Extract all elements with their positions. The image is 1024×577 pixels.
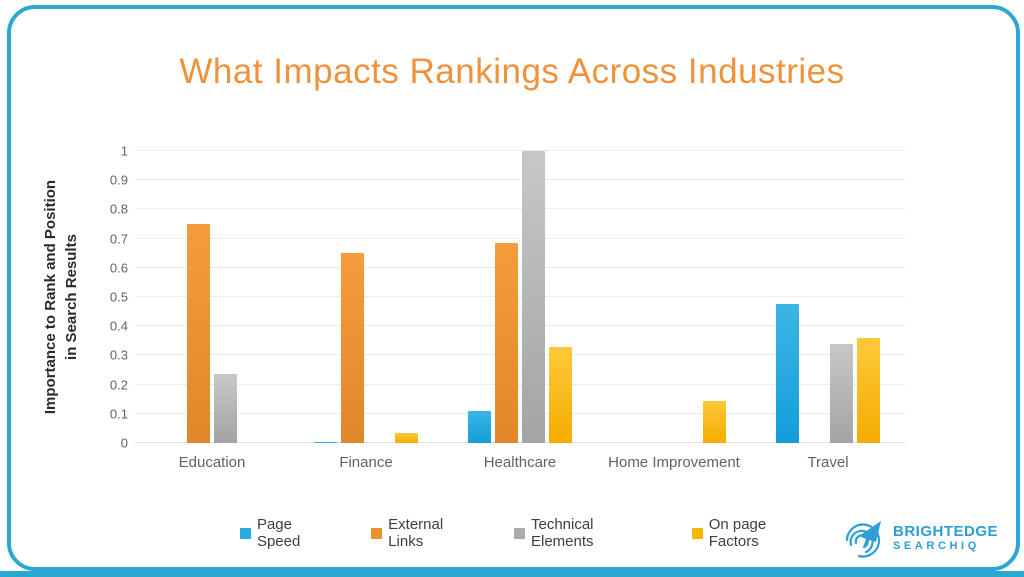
legend-item-external-links: External Links	[371, 516, 482, 550]
bar-slot	[649, 151, 672, 443]
bar-external-links	[341, 253, 364, 443]
bar-external-links	[187, 224, 210, 443]
bar-slot	[776, 151, 799, 443]
category-label: Education	[178, 454, 246, 471]
category-label: Travel	[807, 454, 849, 471]
bar-slot	[160, 151, 183, 443]
gridline	[135, 208, 905, 210]
bar-slot	[549, 151, 572, 443]
legend-label: Page Speed	[256, 516, 301, 550]
bar-slot	[803, 151, 826, 443]
bar-page-speed	[468, 410, 491, 443]
y-tick-label: 1	[120, 143, 128, 159]
y-tick-label: 0.1	[109, 406, 128, 422]
legend-label: On page Factors	[708, 516, 767, 550]
bar-on-page-factors	[703, 400, 726, 443]
y-tick-label: 0.3	[109, 347, 128, 363]
slide-bottom-strip	[0, 571, 1024, 577]
bar-group-travel	[751, 151, 905, 443]
bar-external-links	[495, 242, 518, 443]
y-tick-label: 0	[120, 435, 128, 451]
gridline	[135, 442, 905, 443]
bar-slot	[676, 151, 699, 443]
legend-item-on-page-factors: On page Factors	[691, 516, 820, 550]
legend-swatch	[371, 527, 383, 539]
bar-group-education	[135, 151, 289, 443]
bar-technical-elements	[522, 151, 545, 443]
logo-line2: SEARCHIQ	[892, 540, 980, 553]
bar-group-finance	[289, 151, 443, 443]
arrow-glyph	[858, 521, 881, 547]
brightedge-radar-icon	[845, 521, 881, 558]
y-axis-title: Importance to Rank and Position in Searc…	[40, 147, 84, 447]
gridline	[135, 354, 905, 356]
gridline	[135, 237, 905, 239]
bar-slot	[241, 151, 264, 443]
legend: Page Speed External Links Technical Elemen…	[240, 516, 820, 550]
category-label: Healthcare	[483, 454, 557, 471]
gridline	[135, 325, 905, 327]
bar-on-page-factors	[857, 337, 880, 443]
x-axis-labels: Education Finance Healthcare Home Improveme…	[135, 454, 905, 471]
bar-slot	[314, 151, 337, 443]
logo-line1: BRIGHTEDGE	[892, 523, 998, 541]
bar-slot	[857, 151, 880, 443]
bar-group-home-improvement	[597, 151, 751, 443]
legend-label: Technical Elements	[530, 516, 594, 550]
bar-page-speed	[776, 304, 799, 443]
bar-slot	[368, 151, 391, 443]
y-tick-label: 0.2	[109, 377, 128, 393]
bar-slot	[395, 151, 418, 443]
bar-slot	[468, 151, 491, 443]
bar-slot	[341, 151, 364, 443]
bar-technical-elements	[830, 343, 853, 443]
y-tick-label: 0.6	[109, 260, 128, 276]
category-label: Finance	[339, 454, 393, 471]
chart-title: What Impacts Rankings Across Industries	[179, 52, 845, 91]
bar-slot	[622, 151, 645, 443]
legend-swatch	[240, 527, 251, 539]
bar-group-healthcare	[443, 151, 597, 443]
logo-text: BRIGHTEDGE SEARCHIQ	[893, 523, 998, 553]
bar-slot	[187, 151, 210, 443]
bar-slot	[495, 151, 518, 443]
bar-slot	[522, 151, 545, 443]
brightedge-logo: BRIGHTEDGE SEARCHIQ	[842, 515, 998, 561]
bar-technical-elements	[214, 374, 237, 443]
gridline	[135, 296, 905, 297]
y-tick-label: 0.4	[109, 318, 128, 334]
category-label: Home Improvement	[608, 454, 740, 471]
legend-swatch	[514, 527, 525, 539]
plot-area	[135, 150, 905, 443]
gridline	[135, 412, 905, 414]
y-axis-title-line1: Importance to Rank and Position	[42, 179, 59, 415]
gridline	[135, 383, 905, 385]
gridline	[135, 266, 905, 268]
legend-item-technical-elements: Technical Elements	[514, 516, 660, 550]
y-tick-label: 0.8	[109, 201, 128, 217]
bar-slot	[830, 151, 853, 443]
legend-swatch	[691, 527, 703, 539]
y-tick-label: 0.7	[109, 231, 128, 247]
y-tick-label: 0.5	[109, 289, 128, 305]
bar-on-page-factors	[395, 432, 418, 443]
bar-slot	[214, 151, 237, 443]
gridline	[135, 179, 905, 181]
y-axis-ticks: 0 0.1 0.2 0.3 0.4 0.5 0.6 0.7 0.8 0.9 1	[86, 144, 128, 451]
bar-slot	[703, 151, 726, 443]
legend-item-page-speed: Page Speed	[240, 516, 339, 550]
y-axis-title-line2: in Search Results	[63, 234, 80, 360]
y-tick-label: 0.9	[109, 172, 128, 188]
bar-on-page-factors	[549, 346, 572, 443]
legend-label: External Links	[388, 516, 444, 550]
gridline	[135, 150, 905, 151]
bar-page-speed	[314, 441, 337, 443]
